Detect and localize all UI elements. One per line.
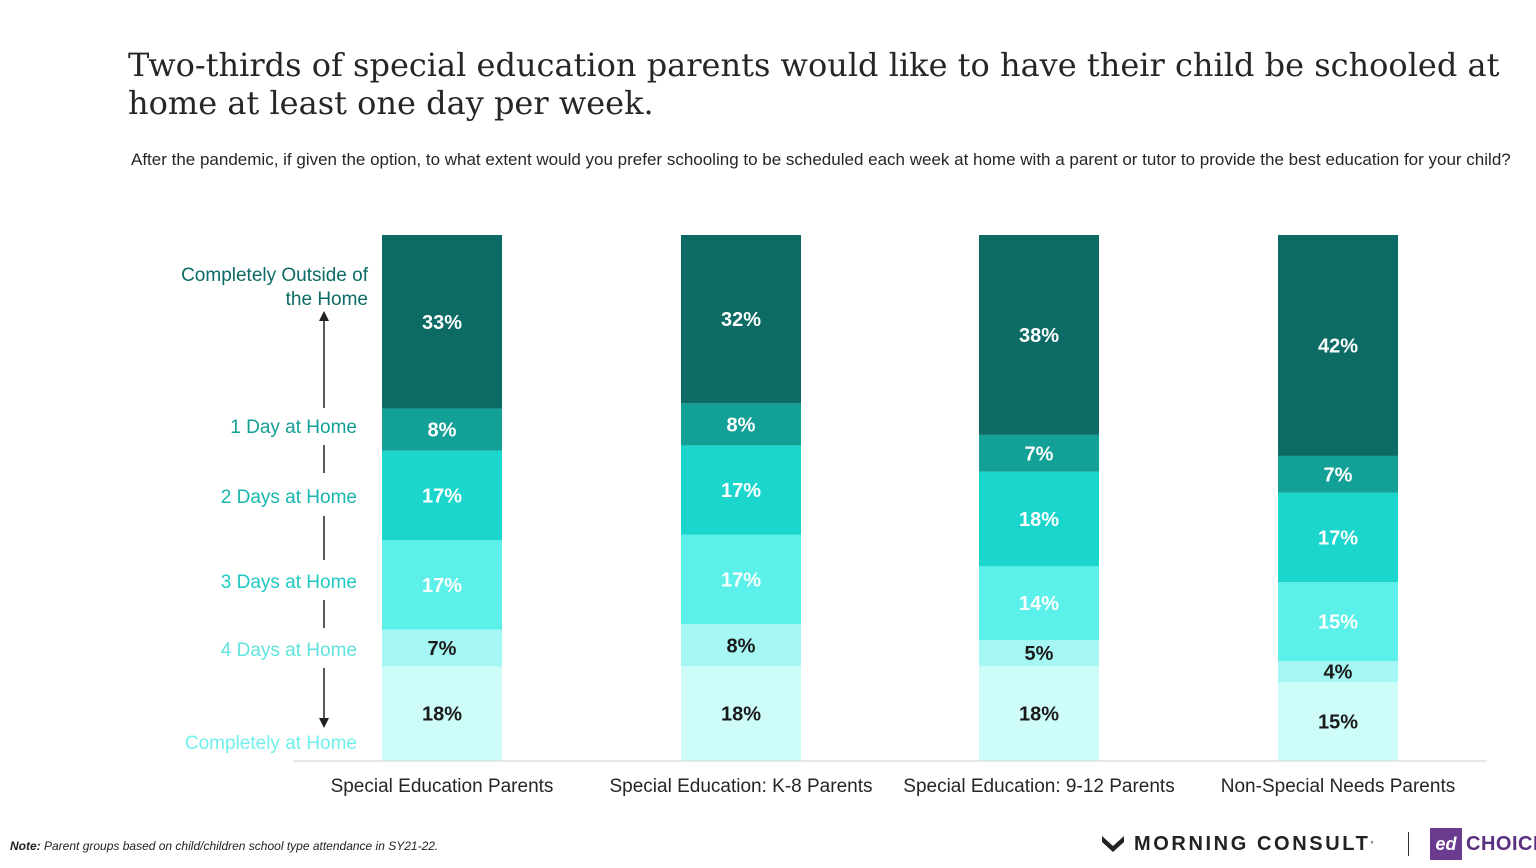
bar-special-education-parents-completely-at-home (382, 666, 502, 761)
bar-non-special-needs-parents-completely-at-home (1278, 682, 1398, 761)
legend-label: the Home (286, 289, 368, 310)
bar-special-education-parents-4-days-at-home (382, 629, 502, 667)
bar-non-special-needs-parents-2-days-at-home (1278, 492, 1398, 583)
bar-special-education-k-8-parents-completely-at-home (681, 666, 801, 761)
legend-label: 1 Day at Home (230, 417, 357, 438)
survey-question: After the pandemic, if given the option,… (131, 150, 1511, 169)
bar-special-education-9-12-parents-completely-at-home (979, 666, 1099, 761)
data-label: 8% (727, 635, 756, 657)
legend-label: 3 Days at Home (221, 572, 357, 593)
data-label: 18% (1019, 509, 1059, 531)
bar-non-special-needs-parents-1-day-at-home (1278, 455, 1398, 493)
edchoice-mark: ed (1430, 828, 1462, 860)
bar-non-special-needs-parents-4-days-at-home (1278, 661, 1398, 683)
data-label: 17% (422, 485, 462, 507)
footnote: Note: Parent groups based on child/child… (10, 839, 438, 853)
data-label: 18% (422, 704, 462, 726)
logo-divider (1408, 832, 1409, 856)
bar-special-education-k-8-parents-4-days-at-home (681, 624, 801, 667)
bar-special-education-k-8-parents-1-day-at-home (681, 403, 801, 446)
data-label: 18% (1019, 704, 1059, 726)
data-label: 33% (422, 312, 462, 334)
data-label: 38% (1019, 325, 1059, 347)
bar-special-education-9-12-parents-3-days-at-home (979, 566, 1099, 641)
category-label: Special Education: K-8 Parents (610, 776, 873, 797)
data-label: 7% (428, 638, 457, 660)
arrow-up-icon (319, 311, 329, 321)
legend-label: Completely Outside of (181, 265, 369, 286)
bar-non-special-needs-parents-completely-outside-of-the-home (1278, 235, 1398, 456)
data-label: 18% (721, 704, 761, 726)
bar-special-education-parents-3-days-at-home (382, 540, 502, 630)
morning-consult-m-icon (1102, 836, 1124, 852)
footnote-label: Note: (10, 839, 41, 853)
data-label: 17% (721, 480, 761, 502)
footnote-text: Parent groups based on child/children sc… (40, 839, 439, 853)
bar-special-education-k-8-parents-completely-outside-of-the-home (681, 235, 801, 404)
data-label: 42% (1318, 335, 1358, 357)
logo-bar: MORNING CONSULT° ed CHOICE (1100, 826, 1536, 862)
bar-special-education-parents-2-days-at-home (382, 450, 502, 541)
category-label: Special Education: 9-12 Parents (903, 776, 1174, 797)
morning-consult-wordmark: MORNING CONSULT (1134, 832, 1371, 855)
bar-non-special-needs-parents-3-days-at-home (1278, 582, 1398, 662)
category-label: Special Education Parents (331, 776, 554, 797)
bar-special-education-k-8-parents-2-days-at-home (681, 445, 801, 535)
data-label: 4% (1324, 662, 1353, 684)
edchoice-wordmark: CHOICE (1466, 832, 1536, 855)
data-label: 15% (1318, 712, 1358, 734)
data-label: 7% (1025, 443, 1054, 465)
bar-special-education-9-12-parents-1-day-at-home (979, 434, 1099, 472)
category-label: Non-Special Needs Parents (1221, 776, 1455, 797)
arrow-down-icon (319, 718, 329, 728)
bar-special-education-parents-1-day-at-home (382, 408, 502, 451)
data-label: 8% (727, 414, 756, 436)
bar-special-education-parents-completely-outside-of-the-home (382, 235, 502, 409)
data-label: 15% (1318, 612, 1358, 634)
data-label: 32% (721, 309, 761, 331)
data-label: 7% (1324, 464, 1353, 486)
legend-label: 2 Days at Home (221, 487, 357, 508)
data-label: 17% (1318, 527, 1358, 549)
data-label: 17% (721, 570, 761, 592)
page-title: Two-thirds of special education parents … (128, 46, 1500, 122)
bar-special-education-9-12-parents-4-days-at-home (979, 640, 1099, 667)
bar-special-education-k-8-parents-3-days-at-home (681, 534, 801, 625)
data-label: 17% (422, 575, 462, 597)
legend-label: Completely at Home (185, 733, 357, 754)
data-label: 14% (1019, 593, 1059, 615)
data-label: 8% (428, 420, 457, 442)
morning-consult-logo: MORNING CONSULT ° (1100, 830, 1374, 858)
bar-special-education-9-12-parents-2-days-at-home (979, 471, 1099, 567)
data-label: 5% (1025, 643, 1054, 665)
edchoice-logo: ed CHOICE (1430, 826, 1536, 862)
legend-label: 4 Days at Home (221, 640, 357, 661)
bar-special-education-9-12-parents-completely-outside-of-the-home (979, 235, 1099, 435)
